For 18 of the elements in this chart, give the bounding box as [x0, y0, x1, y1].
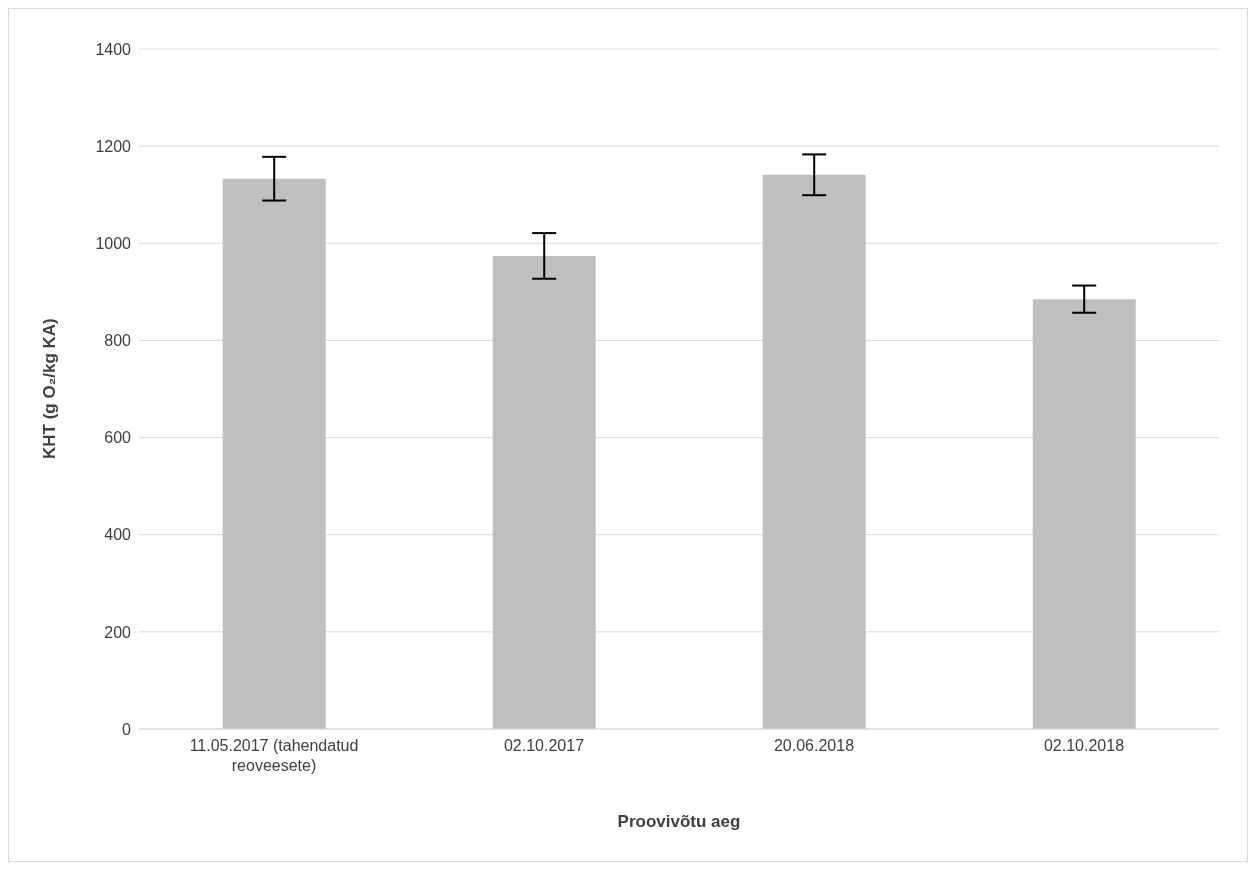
y-tick-label: 1200: [95, 137, 132, 155]
y-tick-label: 1400: [95, 40, 132, 58]
x-tick-label: 02.10.2017: [503, 737, 585, 754]
y-tick-label: 1000: [95, 234, 132, 252]
y-tick-label: 600: [104, 429, 132, 447]
x-axis-title: Proovivõtu aeg: [617, 812, 741, 831]
bar: [1032, 299, 1136, 729]
x-tick-label: 11.05.2017 (tahendatud reoveesete): [189, 737, 359, 774]
bar: [222, 178, 326, 729]
x-tick-label: 02.10.2018: [1043, 737, 1125, 754]
bar: [492, 255, 596, 729]
bar: [762, 174, 866, 729]
y-tick-label: 200: [104, 623, 132, 641]
y-tick-label: 0: [122, 720, 132, 738]
x-tick-label: 20.06.2018: [773, 737, 855, 754]
y-tick-label: 800: [104, 332, 132, 350]
y-tick-label: 400: [104, 526, 132, 544]
y-axis-title: KHT (g O₂/kg KA): [40, 318, 60, 459]
